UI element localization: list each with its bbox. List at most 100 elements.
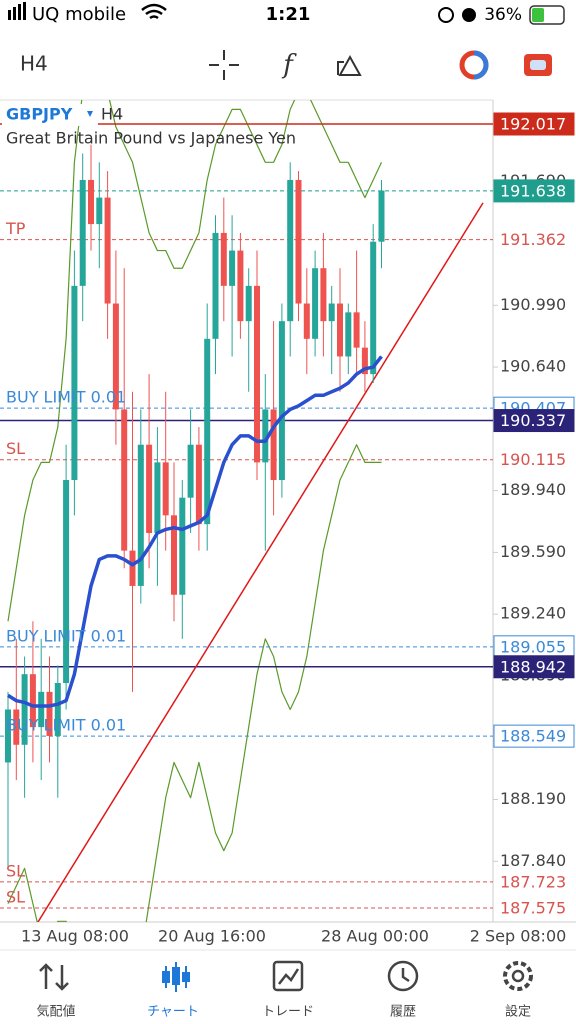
candle-body [13, 709, 20, 745]
crosshair-button[interactable] [209, 50, 239, 80]
symbol[interactable]: GBPJPY [6, 105, 73, 124]
candle-body [104, 197, 111, 304]
candle-body [303, 303, 310, 339]
candle-body [154, 462, 161, 533]
level-label: 188.549 [500, 727, 566, 746]
timeframe-button[interactable]: H4 [20, 52, 48, 76]
tab-label[interactable]: トレード [262, 1005, 314, 1020]
battery-text: 36% [484, 5, 522, 25]
candle-body [146, 444, 153, 533]
level-box [493, 112, 575, 136]
tab-icons [39, 960, 533, 992]
quotes-icon[interactable] [39, 963, 69, 991]
x-tick-label: 20 Aug 16:00 [158, 927, 266, 946]
level-box [493, 655, 575, 679]
level-label: 191.362 [500, 230, 566, 249]
candle-body [162, 462, 169, 516]
candle-body [328, 303, 335, 322]
candle-body [229, 250, 236, 286]
candle-body [54, 683, 61, 736]
time: 1:21 [266, 4, 311, 25]
candle-body [171, 515, 177, 595]
alarm-icon [462, 8, 476, 22]
lock-icon [438, 7, 454, 23]
candle-body [129, 550, 136, 586]
wifi-icon [141, 3, 167, 20]
battery-icon [529, 5, 565, 25]
objects-button[interactable] [337, 54, 362, 76]
candle-body [270, 409, 277, 481]
y-tick-label: 188.190 [500, 789, 566, 808]
history-icon-hands [401, 968, 410, 983]
tab-label[interactable]: 履歴 [390, 1005, 416, 1020]
candle-body [63, 480, 70, 684]
trendline [37, 202, 484, 922]
candle-body [21, 674, 28, 745]
candle-body [195, 444, 202, 525]
candle-body [38, 691, 45, 728]
candle-body [79, 179, 86, 286]
tab-label[interactable]: チャート [147, 1005, 199, 1020]
settings-icon-center [511, 969, 525, 983]
y-tick-label: 190.640 [500, 357, 566, 376]
candle-body [262, 409, 269, 463]
trade-icon[interactable] [272, 960, 304, 992]
candle-body [5, 709, 11, 763]
candle-body [345, 312, 352, 357]
symbol-description: Great Britain Pound vs Japanese Yen [6, 129, 296, 148]
y-tick-label: 189.240 [500, 604, 566, 623]
moving-average [7, 355, 383, 708]
candle-body [29, 674, 36, 728]
level-tag: SL [6, 888, 25, 907]
level-label: 188.942 [500, 657, 566, 676]
candle-body [112, 303, 119, 410]
tab-label[interactable]: 設定 [505, 1004, 531, 1020]
band-line [7, 444, 382, 922]
candle-body [137, 444, 144, 586]
toolbar: H4 f [20, 50, 552, 80]
candle-body [312, 268, 319, 339]
trade-button-half [473, 50, 489, 80]
candle-body [187, 444, 194, 498]
chart-icon-body [172, 967, 180, 985]
chart-icon-body [162, 971, 170, 983]
status-bar: UQ mobile 1:21 36% [8, 2, 565, 25]
level-tag: SL [6, 439, 25, 458]
level-tag: BUY LIMIT 0.01 [6, 388, 126, 407]
candle-body [121, 409, 128, 551]
chart-icon-body [182, 972, 190, 982]
candle-body [361, 347, 368, 375]
level-tag: TP [5, 219, 26, 238]
battery-level [532, 8, 544, 22]
chart-timeframe: H4 [101, 105, 123, 124]
account-button-inner [530, 60, 546, 70]
y-tick-label: 190.990 [500, 295, 566, 314]
candle-body [353, 312, 360, 348]
candle-body [46, 691, 53, 736]
candle-body [88, 179, 94, 225]
signal-icon [8, 10, 11, 20]
signal-icon [23, 2, 26, 20]
candle-body [278, 321, 285, 481]
level-tag: BUY LIMIT 0.01 [6, 716, 126, 735]
candle-body [71, 285, 78, 481]
candle-body [204, 338, 211, 525]
y-tick-label: 189.940 [500, 480, 566, 499]
candle-body [96, 197, 103, 225]
tab-label[interactable]: 気配値 [36, 1004, 75, 1020]
symbol-dropdown[interactable] [87, 111, 93, 117]
settings-icon[interactable] [503, 961, 533, 991]
indicator-button[interactable]: f [281, 50, 297, 80]
history-icon[interactable] [387, 960, 419, 992]
level-box [493, 179, 575, 203]
trade-icon-line [278, 968, 300, 985]
level-tag: BUY LIMIT 0.01 [6, 626, 126, 645]
band-line [7, 100, 383, 622]
x-tick-label: 13 Aug 08:00 [21, 927, 129, 946]
chart-labels: GBPJPY H4 Great Britain Pound vs Japanes… [2, 104, 296, 907]
candle-body [378, 190, 385, 242]
candle-body [254, 285, 260, 463]
candle-body [179, 497, 186, 595]
header-bg [2, 104, 98, 126]
